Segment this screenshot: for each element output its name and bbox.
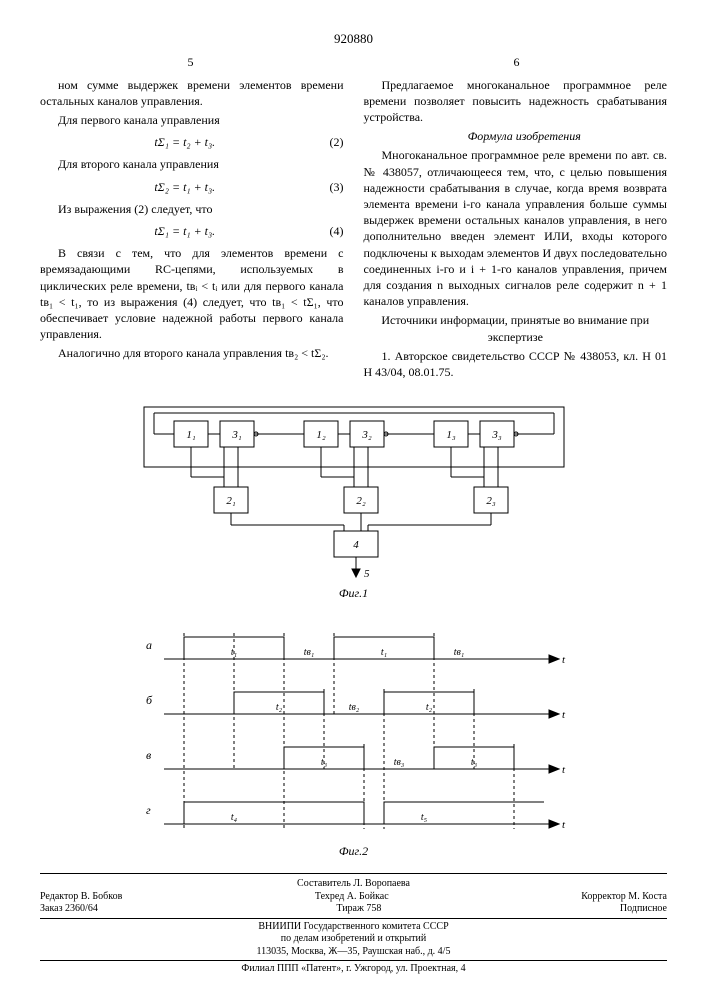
equation-4: tΣ₁ = t₁ + t₃. (4) xyxy=(40,223,344,239)
t-label: t₄ xyxy=(230,812,237,823)
t-label: tв₁ xyxy=(303,647,314,658)
block-label: 2₁ xyxy=(226,495,236,507)
axis-label: t xyxy=(562,819,566,831)
axis-label: t xyxy=(562,654,566,666)
col-num-right: 6 xyxy=(366,54,667,70)
t-label: tв₃ xyxy=(393,757,404,768)
block-label: 3₁ xyxy=(231,429,242,441)
t-label: t₃ xyxy=(470,757,477,768)
sources-title: Источники информации, принятые во вниман… xyxy=(364,312,668,344)
row-label: б xyxy=(146,693,153,707)
t-label: tв₁ xyxy=(453,647,464,658)
tech-editor: Техред А. Бойкас xyxy=(315,891,389,904)
column-numbers: 5 6 xyxy=(40,54,667,70)
para: Предлагаемое многоканальное программное … xyxy=(364,77,668,126)
row-label: в xyxy=(146,748,151,762)
block-label: 1₂ xyxy=(316,429,326,441)
doc-number: 920880 xyxy=(40,30,667,48)
compiler: Составитель Л. Воропаева xyxy=(40,878,667,891)
order: Заказ 2360/64 xyxy=(40,903,98,916)
para: Для первого канала управления xyxy=(40,112,344,128)
para: Для второго канала управления xyxy=(40,156,344,172)
fig2-svg: а б в г t₁ tв₁ xyxy=(134,619,574,839)
block-label: 3₂ xyxy=(361,429,372,441)
axis-label: t xyxy=(562,764,566,776)
t-label: t₁ xyxy=(380,647,386,658)
block-label: 1₃ xyxy=(446,429,456,441)
block-label: 2₃ xyxy=(486,495,496,507)
eq-num: (2) xyxy=(330,134,344,150)
left-column: ном сумме выдержек времени элементов вре… xyxy=(40,74,344,383)
row-label: а xyxy=(146,638,152,652)
claim-title: Формула изобретения xyxy=(364,128,668,144)
block-label: 4 xyxy=(353,539,359,551)
col-num-left: 5 xyxy=(40,54,341,70)
org-line: по делам изобретений и открытий xyxy=(40,933,667,946)
block-label: 3₃ xyxy=(491,429,502,441)
figure-2: а б в г t₁ tв₁ xyxy=(40,619,667,859)
source-item: 1. Авторское свидетельство СССР № 438053… xyxy=(364,348,668,380)
block-label: 1₁ xyxy=(186,429,196,441)
t-label: t₃ xyxy=(320,757,327,768)
para: В связи с тем, что для элементов времени… xyxy=(40,245,344,342)
eq-num: (3) xyxy=(330,179,344,195)
eq-body: tΣ₁ = t₁ + t₃. xyxy=(154,224,215,238)
address: 113035, Москва, Ж—35, Раушская наб., д. … xyxy=(40,946,667,959)
equation-2: tΣ₁ = t₂ + t₃. (2) xyxy=(40,134,344,150)
right-column: Предлагаемое многоканальное программное … xyxy=(364,74,668,383)
axis-label: t xyxy=(562,709,566,721)
fig1-label: Фиг.1 xyxy=(40,585,667,601)
imprint-footer: Составитель Л. Воропаева Редактор В. Боб… xyxy=(40,873,667,976)
org-line: ВНИИПИ Государственного комитета СССР xyxy=(40,921,667,934)
t-label: t₂ xyxy=(275,702,282,713)
t-label: t₂ xyxy=(425,702,432,713)
para: Из выражения (2) следует, что xyxy=(40,201,344,217)
fig1-svg: 1₁ 3₁ 1₂ 3₂ 1₃ 3₃ 2₁ 2₂ 2₃ 4 xyxy=(134,401,574,581)
equation-3: tΣ₂ = t₁ + t₃. (3) xyxy=(40,179,344,195)
t-label: tв₂ xyxy=(348,702,359,713)
subscription: Подписное xyxy=(620,903,667,916)
body-columns: ном сумме выдержек времени элементов вре… xyxy=(40,74,667,383)
claim-body: Многоканальное программное реле времени … xyxy=(364,147,668,309)
output-label: 5 xyxy=(364,568,370,580)
eq-body: tΣ₁ = t₂ + t₃. xyxy=(154,135,215,149)
t-label: t₅ xyxy=(420,812,427,823)
address-2: Филиал ППП «Патент», г. Ужгород, ул. Про… xyxy=(40,960,667,976)
block-label: 2₂ xyxy=(356,495,366,507)
eq-body: tΣ₂ = t₁ + t₃. xyxy=(154,180,215,194)
t-label: t₁ xyxy=(230,647,236,658)
para: Аналогично для второго канала управления… xyxy=(40,345,344,361)
editor: Редактор В. Бобков xyxy=(40,891,122,904)
figure-1: 1₁ 3₁ 1₂ 3₂ 1₃ 3₃ 2₁ 2₂ 2₃ 4 xyxy=(40,401,667,601)
fig2-label: Фиг.2 xyxy=(40,843,667,859)
para: ном сумме выдержек времени элементов вре… xyxy=(40,77,344,109)
eq-num: (4) xyxy=(330,223,344,239)
corrector: Корректор М. Коста xyxy=(581,891,667,904)
tirage: Тираж 758 xyxy=(336,903,381,916)
row-label: г xyxy=(146,803,151,817)
